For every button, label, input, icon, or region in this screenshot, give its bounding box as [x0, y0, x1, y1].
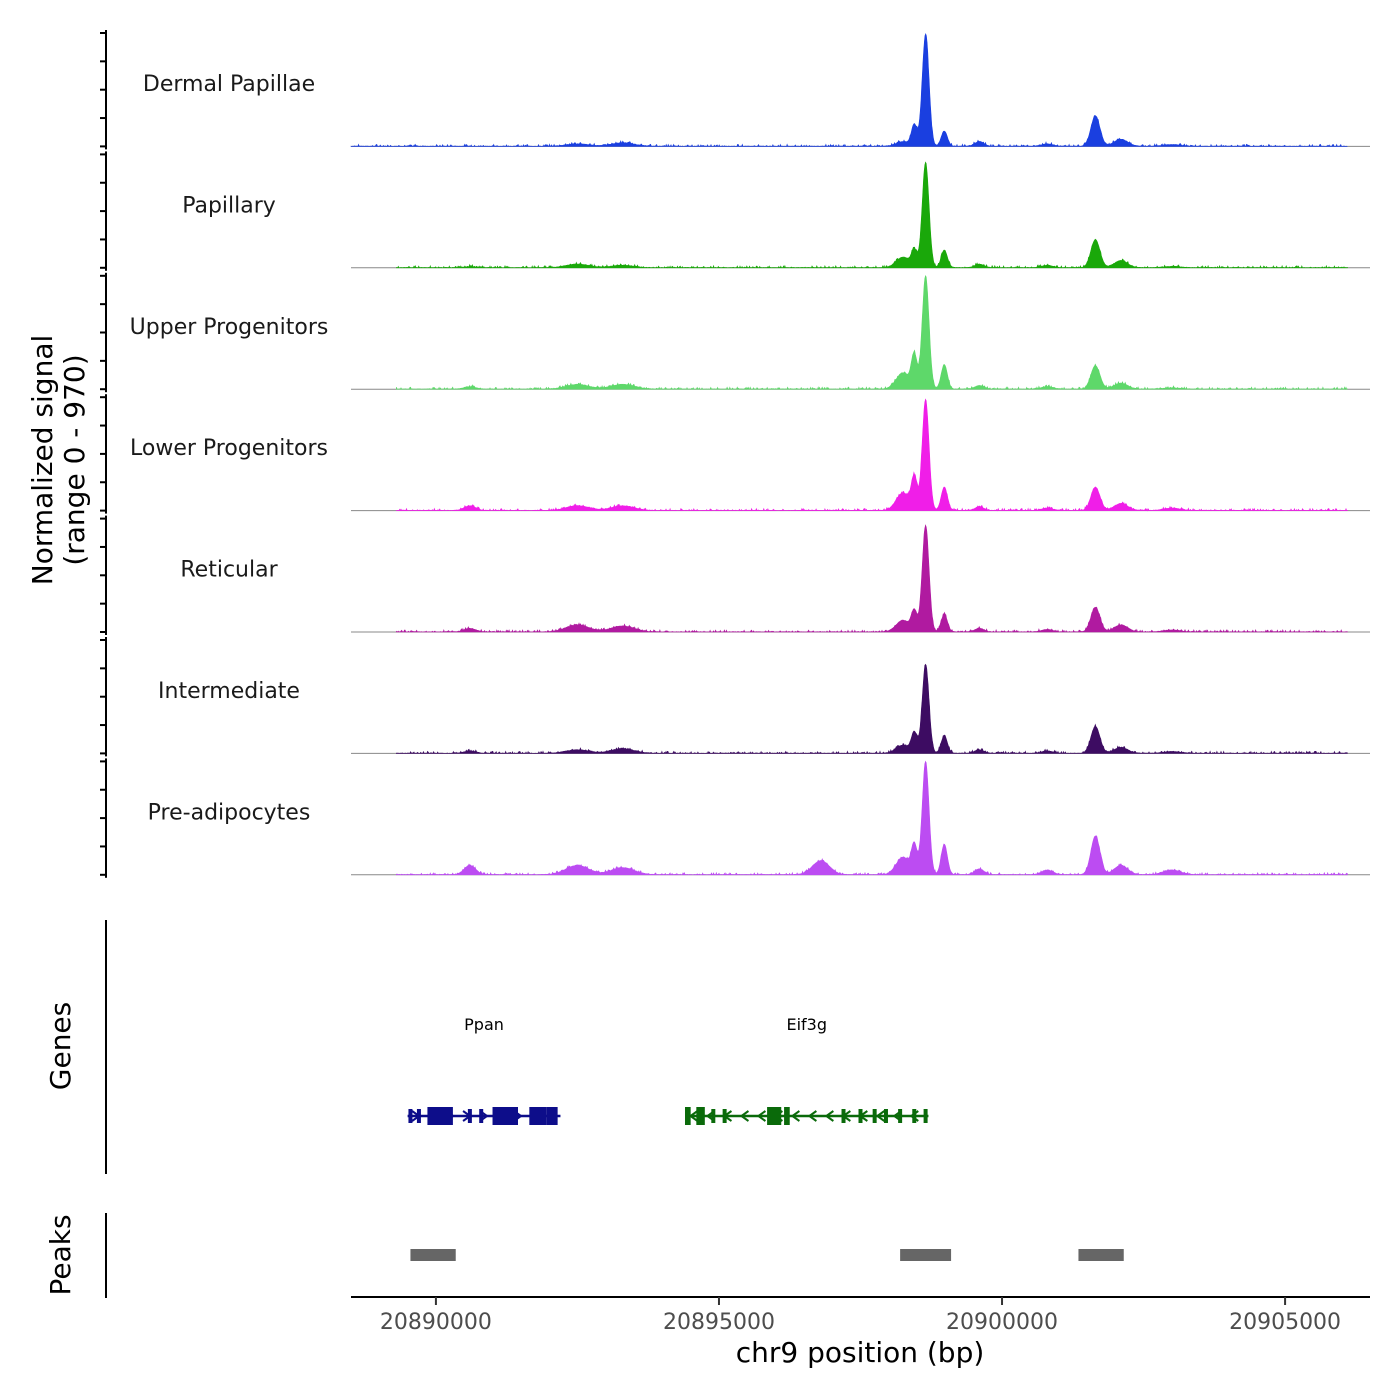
track-lower-progenitors: Lower Progenitors	[130, 398, 1370, 512]
exon-small	[898, 1109, 903, 1123]
strand-arrow	[824, 1110, 834, 1122]
track-reticular: Reticular	[180, 524, 1370, 633]
peak-track	[410, 1249, 1124, 1261]
exon	[427, 1107, 453, 1125]
exon-small	[408, 1109, 413, 1123]
y-axis-title-line1: Normalized signal	[26, 335, 59, 586]
strand-arrow	[807, 1110, 817, 1122]
exon	[767, 1107, 782, 1125]
x-axis-title: chr9 position (bp)	[736, 1336, 985, 1369]
exon-small	[467, 1109, 472, 1123]
genes-panel-title: Genes	[44, 1002, 77, 1090]
track-papillary: Papillary	[182, 161, 1370, 269]
x-axis: 20890000 20895000 20900000 20905000 chr9 po…	[351, 1296, 1370, 1369]
gene-eif3g: Eif3g	[685, 1015, 929, 1125]
exon	[529, 1107, 547, 1125]
x-tick-label: 20900000	[946, 1310, 1058, 1335]
exon-small	[722, 1109, 727, 1123]
track-intermediate: Intermediate	[158, 663, 1370, 755]
x-tick-label: 20895000	[663, 1310, 775, 1335]
track-label: Intermediate	[158, 679, 300, 704]
gene-track: Ppan Eif3g	[407, 1015, 929, 1125]
track-label: Reticular	[180, 558, 278, 583]
peaks-panel-title: Peaks	[44, 1214, 77, 1295]
exon-small	[479, 1109, 484, 1123]
exon-small	[711, 1109, 716, 1123]
x-axis-ticks: 20890000 20895000 20900000 20905000	[380, 1297, 1341, 1335]
track-y-axes	[100, 30, 107, 1298]
exon-small	[416, 1109, 421, 1123]
gene-label: Ppan	[464, 1015, 504, 1034]
x-tick-label: 20890000	[380, 1310, 492, 1335]
coverage-tracks: Dermal Papillae Papillary Upper Progenitor…	[130, 33, 1370, 876]
exon	[546, 1107, 558, 1125]
exon-small	[883, 1109, 888, 1123]
strand-arrow	[739, 1110, 750, 1122]
peak-region	[900, 1249, 952, 1261]
strand-arrow	[875, 1110, 885, 1122]
track-pre-adipocytes: Pre-adipocytes	[148, 760, 1370, 876]
strand-arrow	[790, 1110, 800, 1122]
track-label: Pre-adipocytes	[148, 800, 311, 825]
signal-area	[396, 524, 1348, 633]
track-label: Papillary	[182, 193, 276, 218]
exon	[685, 1107, 691, 1125]
track-label: Dermal Papillae	[143, 72, 315, 97]
signal-area	[396, 161, 1348, 269]
signal-area	[396, 663, 1348, 755]
signal-area	[396, 760, 1348, 876]
peak-region	[1078, 1249, 1124, 1261]
exon	[696, 1107, 705, 1125]
strand-arrow	[756, 1110, 767, 1122]
exon	[784, 1107, 790, 1125]
track-label: Upper Progenitors	[130, 315, 329, 340]
exon-small	[858, 1109, 863, 1123]
exon	[492, 1107, 519, 1125]
gene-ppan: Ppan	[407, 1015, 561, 1125]
peak-region	[410, 1249, 456, 1261]
gene-label: Eif3g	[786, 1015, 827, 1034]
exon-small	[912, 1109, 917, 1123]
x-tick-label: 20905000	[1229, 1310, 1341, 1335]
signal-area	[396, 398, 1348, 512]
signal-area	[350, 33, 1348, 148]
track-upper-progenitors: Upper Progenitors	[130, 275, 1370, 390]
signal-area	[396, 275, 1348, 390]
exon-small	[872, 1109, 877, 1123]
track-label: Lower Progenitors	[130, 436, 328, 461]
exon-small	[923, 1109, 928, 1123]
y-axis-title-line2: (range 0 - 970)	[58, 354, 91, 565]
exon-small	[841, 1109, 846, 1123]
track-dermal-papillae: Dermal Papillae	[143, 33, 1370, 148]
